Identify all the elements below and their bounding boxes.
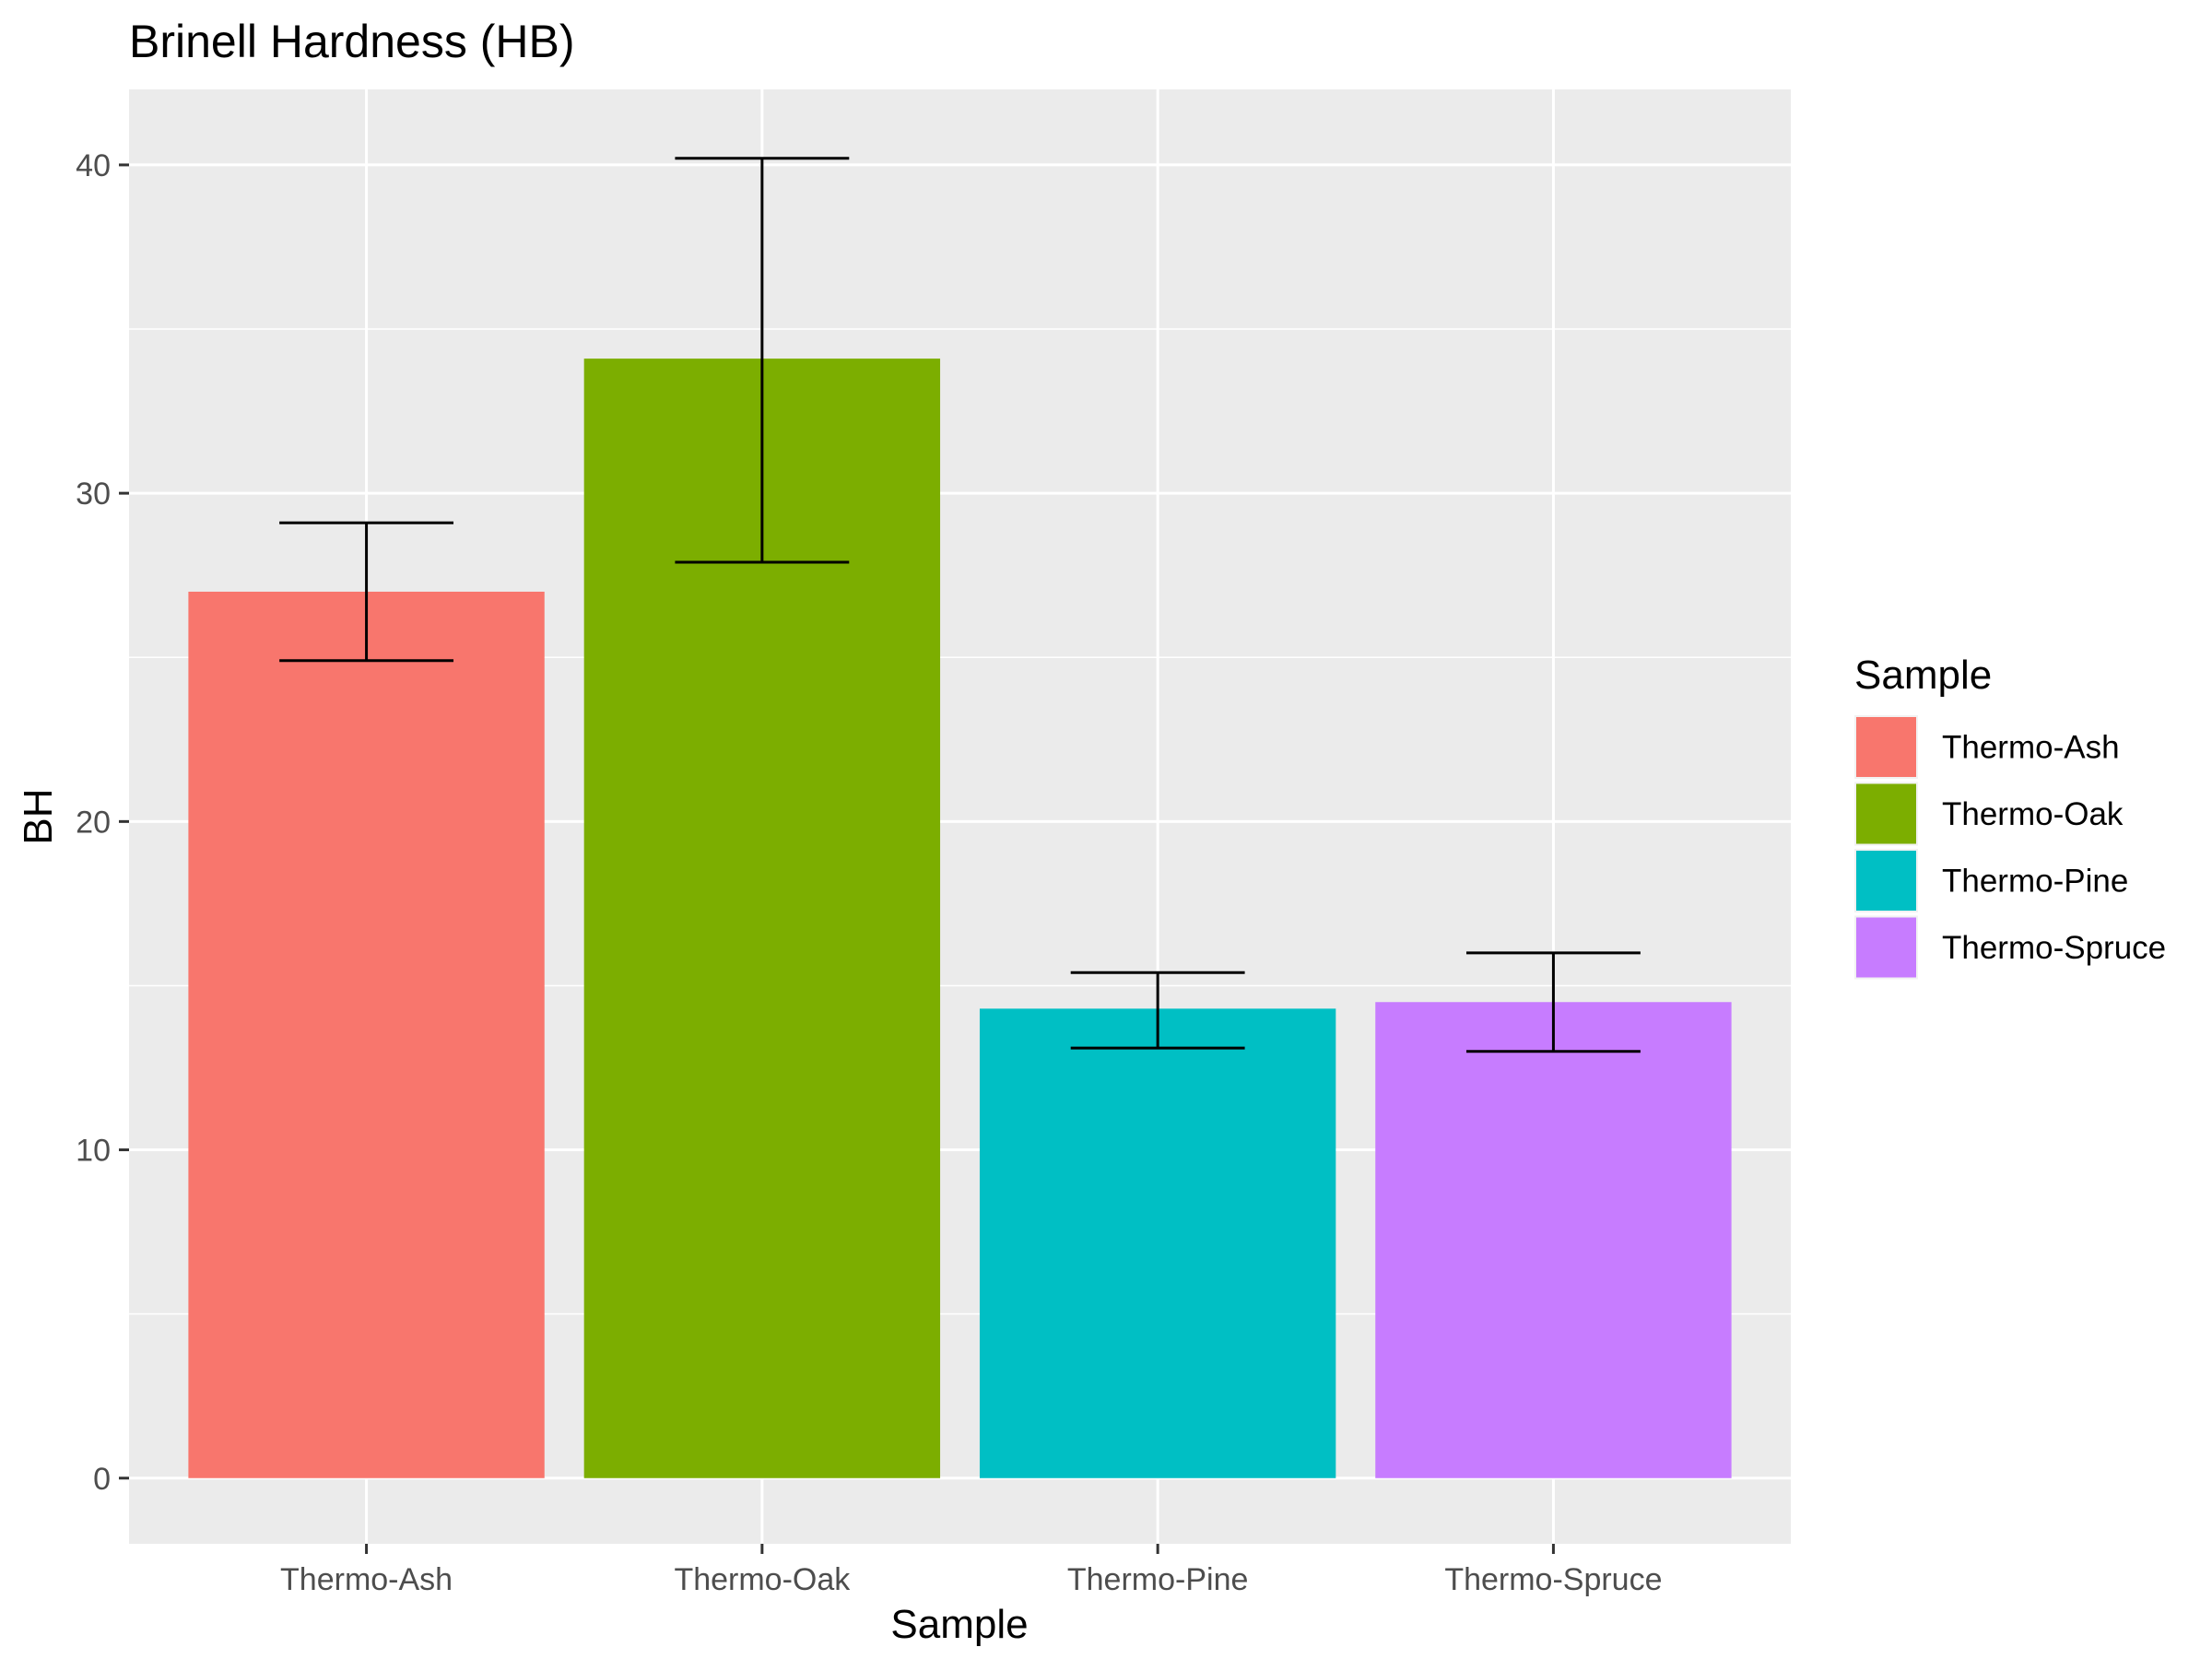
error-bar-thermo-spruce — [1465, 951, 1641, 1053]
x-axis-title: Sample — [890, 1602, 1028, 1647]
legend-swatch — [1856, 917, 1916, 978]
y-tick-label: 0 — [93, 1462, 111, 1497]
error-bar-thermo-ash — [279, 521, 454, 663]
chart-title: Brinell Hardness (HB) — [129, 16, 574, 67]
legend-label: Thermo-Oak — [1942, 796, 2124, 832]
error-bars — [279, 157, 1641, 1053]
error-bar-thermo-oak — [675, 157, 850, 564]
legend-item: Thermo-Ash — [1854, 715, 2120, 779]
y-tick-label: 10 — [76, 1134, 111, 1169]
legend-label: Thermo-Ash — [1942, 730, 2120, 766]
x-tick-label: Thermo-Pine — [1067, 1562, 1249, 1597]
y-tick-label: 30 — [76, 477, 111, 512]
x-tick-label: Thermo-Spruce — [1444, 1562, 1662, 1597]
legend-label: Thermo-Pine — [1942, 864, 2128, 900]
legend-title: Sample — [1854, 653, 1992, 698]
legend-item: Thermo-Oak — [1854, 782, 2124, 846]
bar-thermo-spruce — [1375, 1002, 1732, 1478]
legend-swatch — [1856, 851, 1916, 911]
legend-item: Thermo-Pine — [1854, 849, 2128, 912]
y-tick-label: 20 — [76, 805, 111, 840]
y-axis-title: BH — [16, 788, 61, 844]
x-tick-label: Thermo-Oak — [674, 1562, 851, 1597]
x-tick-label: Thermo-Ash — [280, 1562, 453, 1597]
bar-thermo-pine — [979, 1008, 1336, 1478]
legend: Sample Thermo-Ash Thermo-Oak Thermo-Pine Th… — [1854, 653, 2166, 980]
legend-swatch — [1856, 783, 1916, 844]
bar-thermo-ash — [188, 591, 545, 1478]
legend-swatch — [1856, 717, 1916, 777]
error-bar-thermo-pine — [1070, 971, 1245, 1050]
axes: 0 10 20 30 40 Thermo-Ash Thermo-Oak Thermo-Pine… — [76, 148, 1662, 1597]
legend-item: Thermo-Spruce — [1854, 915, 2166, 980]
y-tick-label: 40 — [76, 148, 111, 183]
legend-label: Thermo-Spruce — [1942, 930, 2166, 966]
